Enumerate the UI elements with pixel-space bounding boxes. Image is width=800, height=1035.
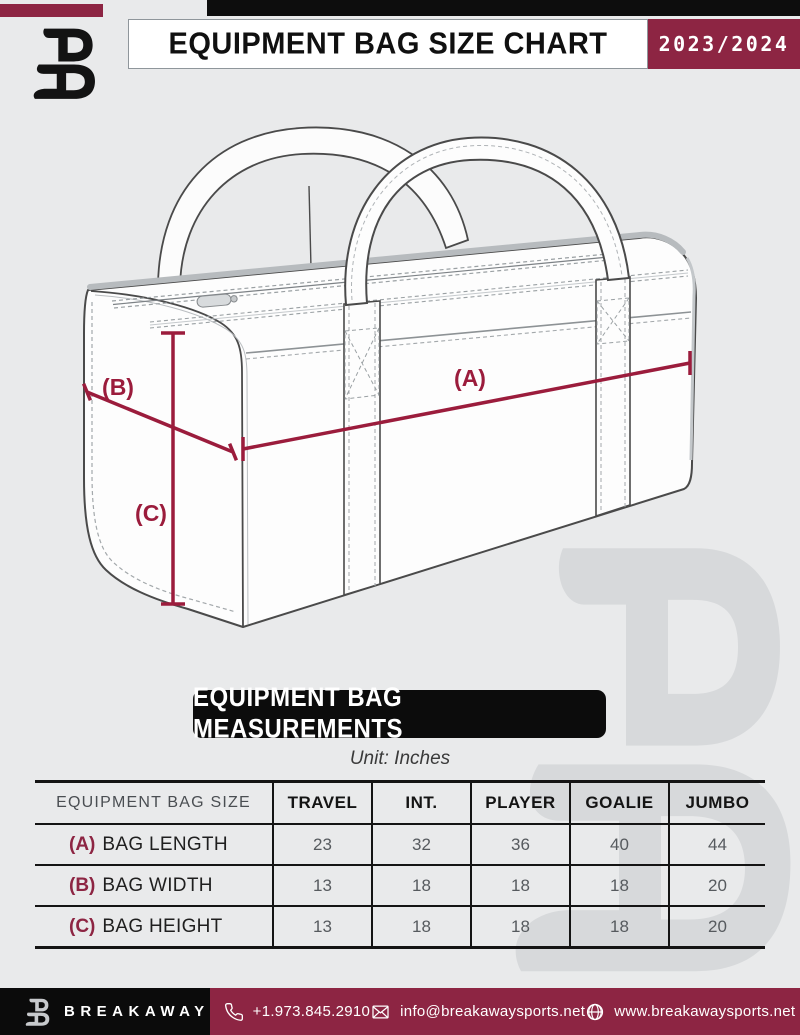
table-header-row: EQUIPMENT BAG SIZE TRAVEL INT. PLAYER GO… bbox=[35, 783, 765, 823]
page-title: EQUIPMENT BAG SIZE CHART bbox=[168, 26, 608, 61]
page-title-bar: EQUIPMENT BAG SIZE CHART bbox=[128, 19, 648, 69]
row-label: (B) BAG WIDTH bbox=[69, 874, 213, 896]
table-cell: 18 bbox=[470, 866, 569, 905]
table-header-size: EQUIPMENT BAG SIZE bbox=[56, 794, 251, 811]
website-url: www.breakawaysports.net bbox=[614, 1003, 796, 1020]
table-cell: 18 bbox=[569, 907, 668, 946]
season-label: 2023/2024 bbox=[658, 32, 790, 56]
table-cell: 18 bbox=[470, 907, 569, 946]
table-cell: 20 bbox=[668, 907, 765, 946]
table-row-bag-height: (C) BAG HEIGHT 13 18 18 18 20 bbox=[35, 905, 765, 946]
table-header-jumbo: JUMBO bbox=[668, 783, 765, 823]
phone-icon bbox=[224, 1002, 243, 1021]
table-cell: 13 bbox=[272, 866, 371, 905]
bag-front-strap-right bbox=[595, 276, 631, 518]
measurements-banner-text: EQUIPMENT BAG MEASUREMENTS bbox=[193, 682, 404, 745]
table-header-player: PLAYER bbox=[470, 783, 569, 823]
top-accent-strip-maroon bbox=[0, 4, 103, 17]
size-table: EQUIPMENT BAG SIZE TRAVEL INT. PLAYER GO… bbox=[35, 780, 765, 949]
table-cell: 32 bbox=[371, 825, 470, 864]
footer-brand-block: BREAKAWAY bbox=[0, 988, 210, 1035]
contact-email: info@breakawaysports.net bbox=[370, 1002, 585, 1022]
dimension-lines bbox=[81, 331, 692, 606]
table-cell: 18 bbox=[371, 907, 470, 946]
row-label: (C) BAG HEIGHT bbox=[69, 915, 223, 937]
table-header-int: INT. bbox=[371, 783, 470, 823]
equipment-bag-diagram: (A) (B) (C) bbox=[81, 126, 697, 628]
table-cell: 23 bbox=[272, 825, 371, 864]
email-address: info@breakawaysports.net bbox=[400, 1003, 586, 1020]
table-cell: 20 bbox=[668, 866, 765, 905]
bag-front-strap-left bbox=[343, 300, 381, 597]
breakaway-footer-logo-icon bbox=[25, 998, 50, 1026]
footer: BREAKAWAY +1.973.845.2910 info@breakaway… bbox=[0, 988, 800, 1035]
table-row-bag-length: (A) BAG LENGTH 23 32 36 40 44 bbox=[35, 823, 765, 864]
table-cell: 18 bbox=[371, 866, 470, 905]
table-row-bag-width: (B) BAG WIDTH 13 18 18 18 20 bbox=[35, 864, 765, 905]
brand-name: BREAKAWAY bbox=[64, 1003, 210, 1020]
table-cell: 36 bbox=[470, 825, 569, 864]
footer-contact-bar: +1.973.845.2910 info@breakawaysports.net… bbox=[209, 988, 800, 1035]
contact-website: www.breakawaysports.net bbox=[585, 1002, 795, 1022]
row-label: (A) BAG LENGTH bbox=[69, 833, 228, 855]
table-cell: 18 bbox=[569, 866, 668, 905]
dimension-label-b: (B) bbox=[102, 374, 134, 400]
breakaway-logo-icon bbox=[33, 28, 95, 99]
unit-note: Unit: Inches bbox=[349, 748, 451, 769]
phone-number: +1.973.845.2910 bbox=[252, 1003, 371, 1020]
table-header-goalie: GOALIE bbox=[569, 783, 668, 823]
globe-icon bbox=[587, 1003, 604, 1020]
top-accent-strip-black bbox=[207, 0, 800, 16]
season-badge: 2023/2024 bbox=[648, 19, 800, 69]
contact-phone: +1.973.845.2910 bbox=[224, 1002, 371, 1022]
table-cell: 13 bbox=[272, 907, 371, 946]
bag-front-handle bbox=[344, 136, 631, 307]
table-cell: 40 bbox=[569, 825, 668, 864]
zipper-pull-icon bbox=[196, 293, 238, 308]
mail-icon bbox=[372, 1005, 389, 1018]
dimension-label-a: (A) bbox=[454, 365, 486, 391]
dimension-label-c: (C) bbox=[135, 500, 167, 526]
table-cell: 44 bbox=[668, 825, 765, 864]
measurements-banner: EQUIPMENT BAG MEASUREMENTS bbox=[193, 683, 606, 744]
bag-body bbox=[83, 236, 697, 628]
table-header-travel: TRAVEL bbox=[272, 783, 371, 823]
bag-back-handle bbox=[157, 126, 470, 287]
